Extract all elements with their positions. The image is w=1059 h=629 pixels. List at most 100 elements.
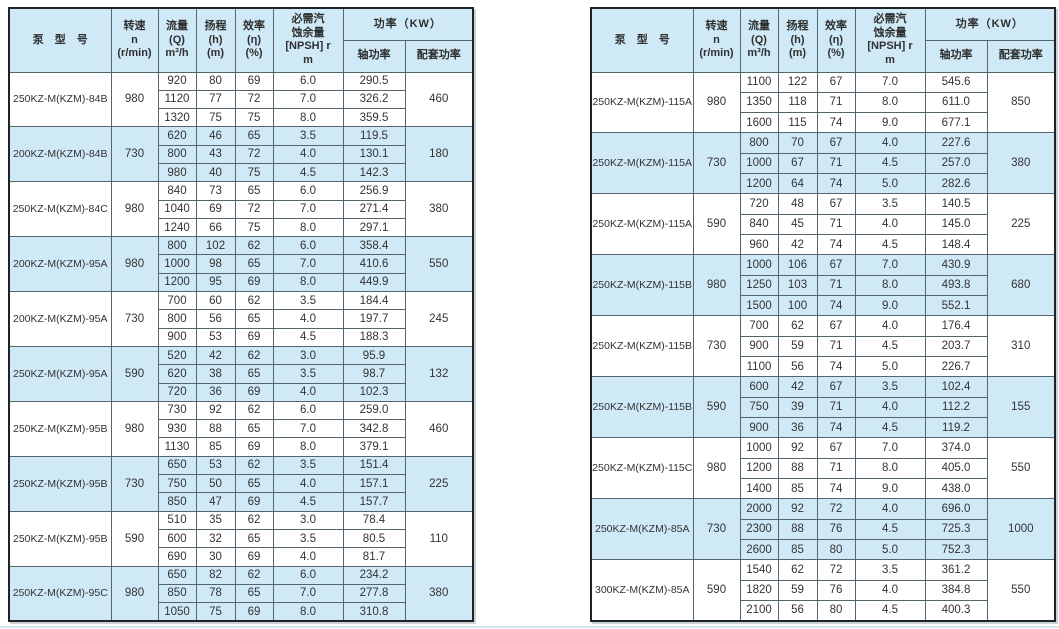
speed-cell: 980 — [110, 181, 159, 238]
header-line: 必需汽 — [291, 13, 325, 26]
header-line: n — [131, 33, 138, 46]
speed-cell: 980 — [692, 71, 741, 134]
head-cell: 85 — [195, 437, 236, 457]
shaft-power-cell: 226.7 — [924, 356, 988, 378]
head-cell: 69 — [195, 199, 236, 219]
table-body: 250KZ-M(KZM)-84B 980 920 80 69 6.0 290.5 460 112… — [8, 71, 474, 622]
matching-power-cell: 1000 — [986, 498, 1056, 561]
header-line: (h) — [790, 33, 805, 46]
npsh-cell: 6.0 — [272, 181, 344, 201]
flow-cell: 1600 — [739, 112, 779, 134]
model-cell: 200KZ-M(KZM)-84B — [8, 126, 112, 183]
table-row: 750 39 71 4.0 112.2 — [591, 396, 1055, 419]
flow-cell: 1500 — [739, 295, 779, 317]
head-cell: 43 — [195, 144, 236, 164]
shaft-power-cell: 98.7 — [342, 364, 406, 384]
shaft-power-cell: 384.8 — [924, 579, 988, 602]
col-header-pump-model: 泵 型 号 — [8, 7, 112, 73]
matching-power-cell: 380 — [404, 565, 474, 622]
eff-cell: 67 — [816, 132, 856, 154]
npsh-cell: 9.0 — [854, 295, 926, 317]
eff-cell: 62 — [234, 455, 274, 476]
head-cell: 53 — [195, 455, 236, 476]
npsh-cell: 8.0 — [272, 272, 344, 293]
table-row: 1000 98 65 7.0 410.6 — [9, 254, 473, 274]
flow-cell: 960 — [739, 234, 779, 256]
speed-cell: 980 — [692, 437, 741, 500]
head-cell: 60 — [195, 291, 236, 311]
eff-cell: 69 — [234, 602, 274, 622]
shaft-power-cell: 677.1 — [924, 112, 988, 134]
shaft-power-cell: 102.3 — [342, 382, 406, 402]
head-cell: 62 — [777, 315, 818, 337]
table-row: 1200 64 74 5.0 282.6 — [591, 173, 1055, 195]
table-row: 250KZ-M(KZM)-84B 980 920 80 69 6.0 290.5 460 — [8, 71, 474, 128]
shaft-power-cell: 140.5 — [924, 193, 988, 215]
table-row: 250KZ-M(KZM)-95C 980 650 82 62 6.0 234.2 380 — [8, 565, 474, 622]
table-row: 690 30 69 4.0 81.7 — [9, 547, 473, 567]
model-cell: 250KZ-M(KZM)-115A — [590, 71, 694, 134]
header-line: m³/h — [747, 46, 771, 59]
header-line: (m) — [788, 46, 807, 59]
shaft-power-cell: 359.5 — [342, 108, 406, 128]
flow-cell: 1130 — [157, 437, 197, 457]
npsh-cell: 8.0 — [272, 602, 344, 622]
table-row: 250KZ-M(KZM)-115C 980 1000 92 67 7.0 374.0 550 — [590, 437, 1056, 500]
head-cell: 36 — [195, 382, 236, 402]
eff-cell: 62 — [234, 291, 274, 311]
shaft-power-cell: 184.4 — [342, 291, 406, 311]
flow-cell: 1200 — [157, 272, 197, 293]
flow-cell: 650 — [157, 565, 197, 585]
shaft-power-cell: 257.0 — [924, 152, 988, 175]
pump-spec-table-left: 泵 型 号 转速 n (r/min) 流量 (Q) m³/h 扬程 (h) (m… — [8, 7, 475, 622]
shaft-power-cell: 696.0 — [924, 498, 988, 520]
eff-cell: 69 — [234, 327, 274, 347]
shaft-power-cell: 80.5 — [342, 528, 406, 549]
eff-cell: 67 — [816, 193, 856, 215]
npsh-cell: 6.0 — [272, 236, 344, 256]
npsh-cell: 7.0 — [854, 71, 926, 93]
col-header-head: 扬程 (h) (m) — [195, 7, 236, 73]
flow-cell: 1000 — [739, 437, 779, 459]
shaft-power-cell: 203.7 — [924, 335, 988, 358]
head-cell: 70 — [777, 132, 818, 154]
head-cell: 59 — [777, 579, 818, 602]
head-cell: 38 — [195, 364, 236, 384]
npsh-cell: 4.5 — [854, 234, 926, 256]
flow-cell: 2300 — [739, 518, 779, 541]
npsh-cell: 6.0 — [272, 71, 344, 91]
shaft-power-cell: 81.7 — [342, 547, 406, 567]
col-header-efficiency: 效率 (η) (%) — [816, 7, 856, 73]
eff-cell: 67 — [816, 254, 856, 276]
eff-cell: 74 — [816, 478, 856, 500]
eff-cell: 62 — [234, 345, 274, 366]
npsh-cell: 4.0 — [272, 547, 344, 567]
header-line: (%) — [827, 46, 845, 59]
flow-cell: 900 — [157, 327, 197, 347]
head-cell: 42 — [777, 376, 818, 398]
head-cell: 45 — [777, 213, 818, 236]
npsh-cell: 4.0 — [854, 132, 926, 154]
flow-cell: 920 — [157, 71, 197, 91]
header-line: [NPSH] r — [285, 40, 331, 53]
header-line: (r/min) — [117, 46, 152, 59]
npsh-cell: 8.0 — [854, 274, 926, 297]
shaft-power-cell: 119.5 — [342, 126, 406, 146]
table-row: 250KZ-M(KZM)-115B 590 600 42 67 3.5 102.4 155 — [590, 376, 1056, 439]
npsh-cell: 4.0 — [272, 144, 344, 164]
table-row: 1250 103 71 8.0 493.8 — [591, 274, 1055, 297]
shaft-power-cell: 379.1 — [342, 437, 406, 457]
flow-cell: 750 — [739, 396, 779, 419]
table-row: 250KZ-M(KZM)-95B 730 650 53 62 3.5 151.4 225 — [8, 455, 474, 512]
flow-cell: 1200 — [739, 173, 779, 195]
shaft-power-cell: 78.4 — [342, 510, 406, 530]
table-row: 800 43 72 4.0 130.1 — [9, 144, 473, 164]
eff-cell: 67 — [816, 376, 856, 398]
matching-power-cell: 132 — [404, 345, 474, 402]
header-line: 转速 — [123, 20, 146, 33]
head-cell: 42 — [777, 234, 818, 256]
model-cell: 250KZ-M(KZM)-95C — [8, 565, 112, 622]
shaft-power-cell: 326.2 — [342, 89, 406, 110]
head-cell: 102 — [195, 236, 236, 256]
flow-cell: 1400 — [739, 478, 779, 500]
